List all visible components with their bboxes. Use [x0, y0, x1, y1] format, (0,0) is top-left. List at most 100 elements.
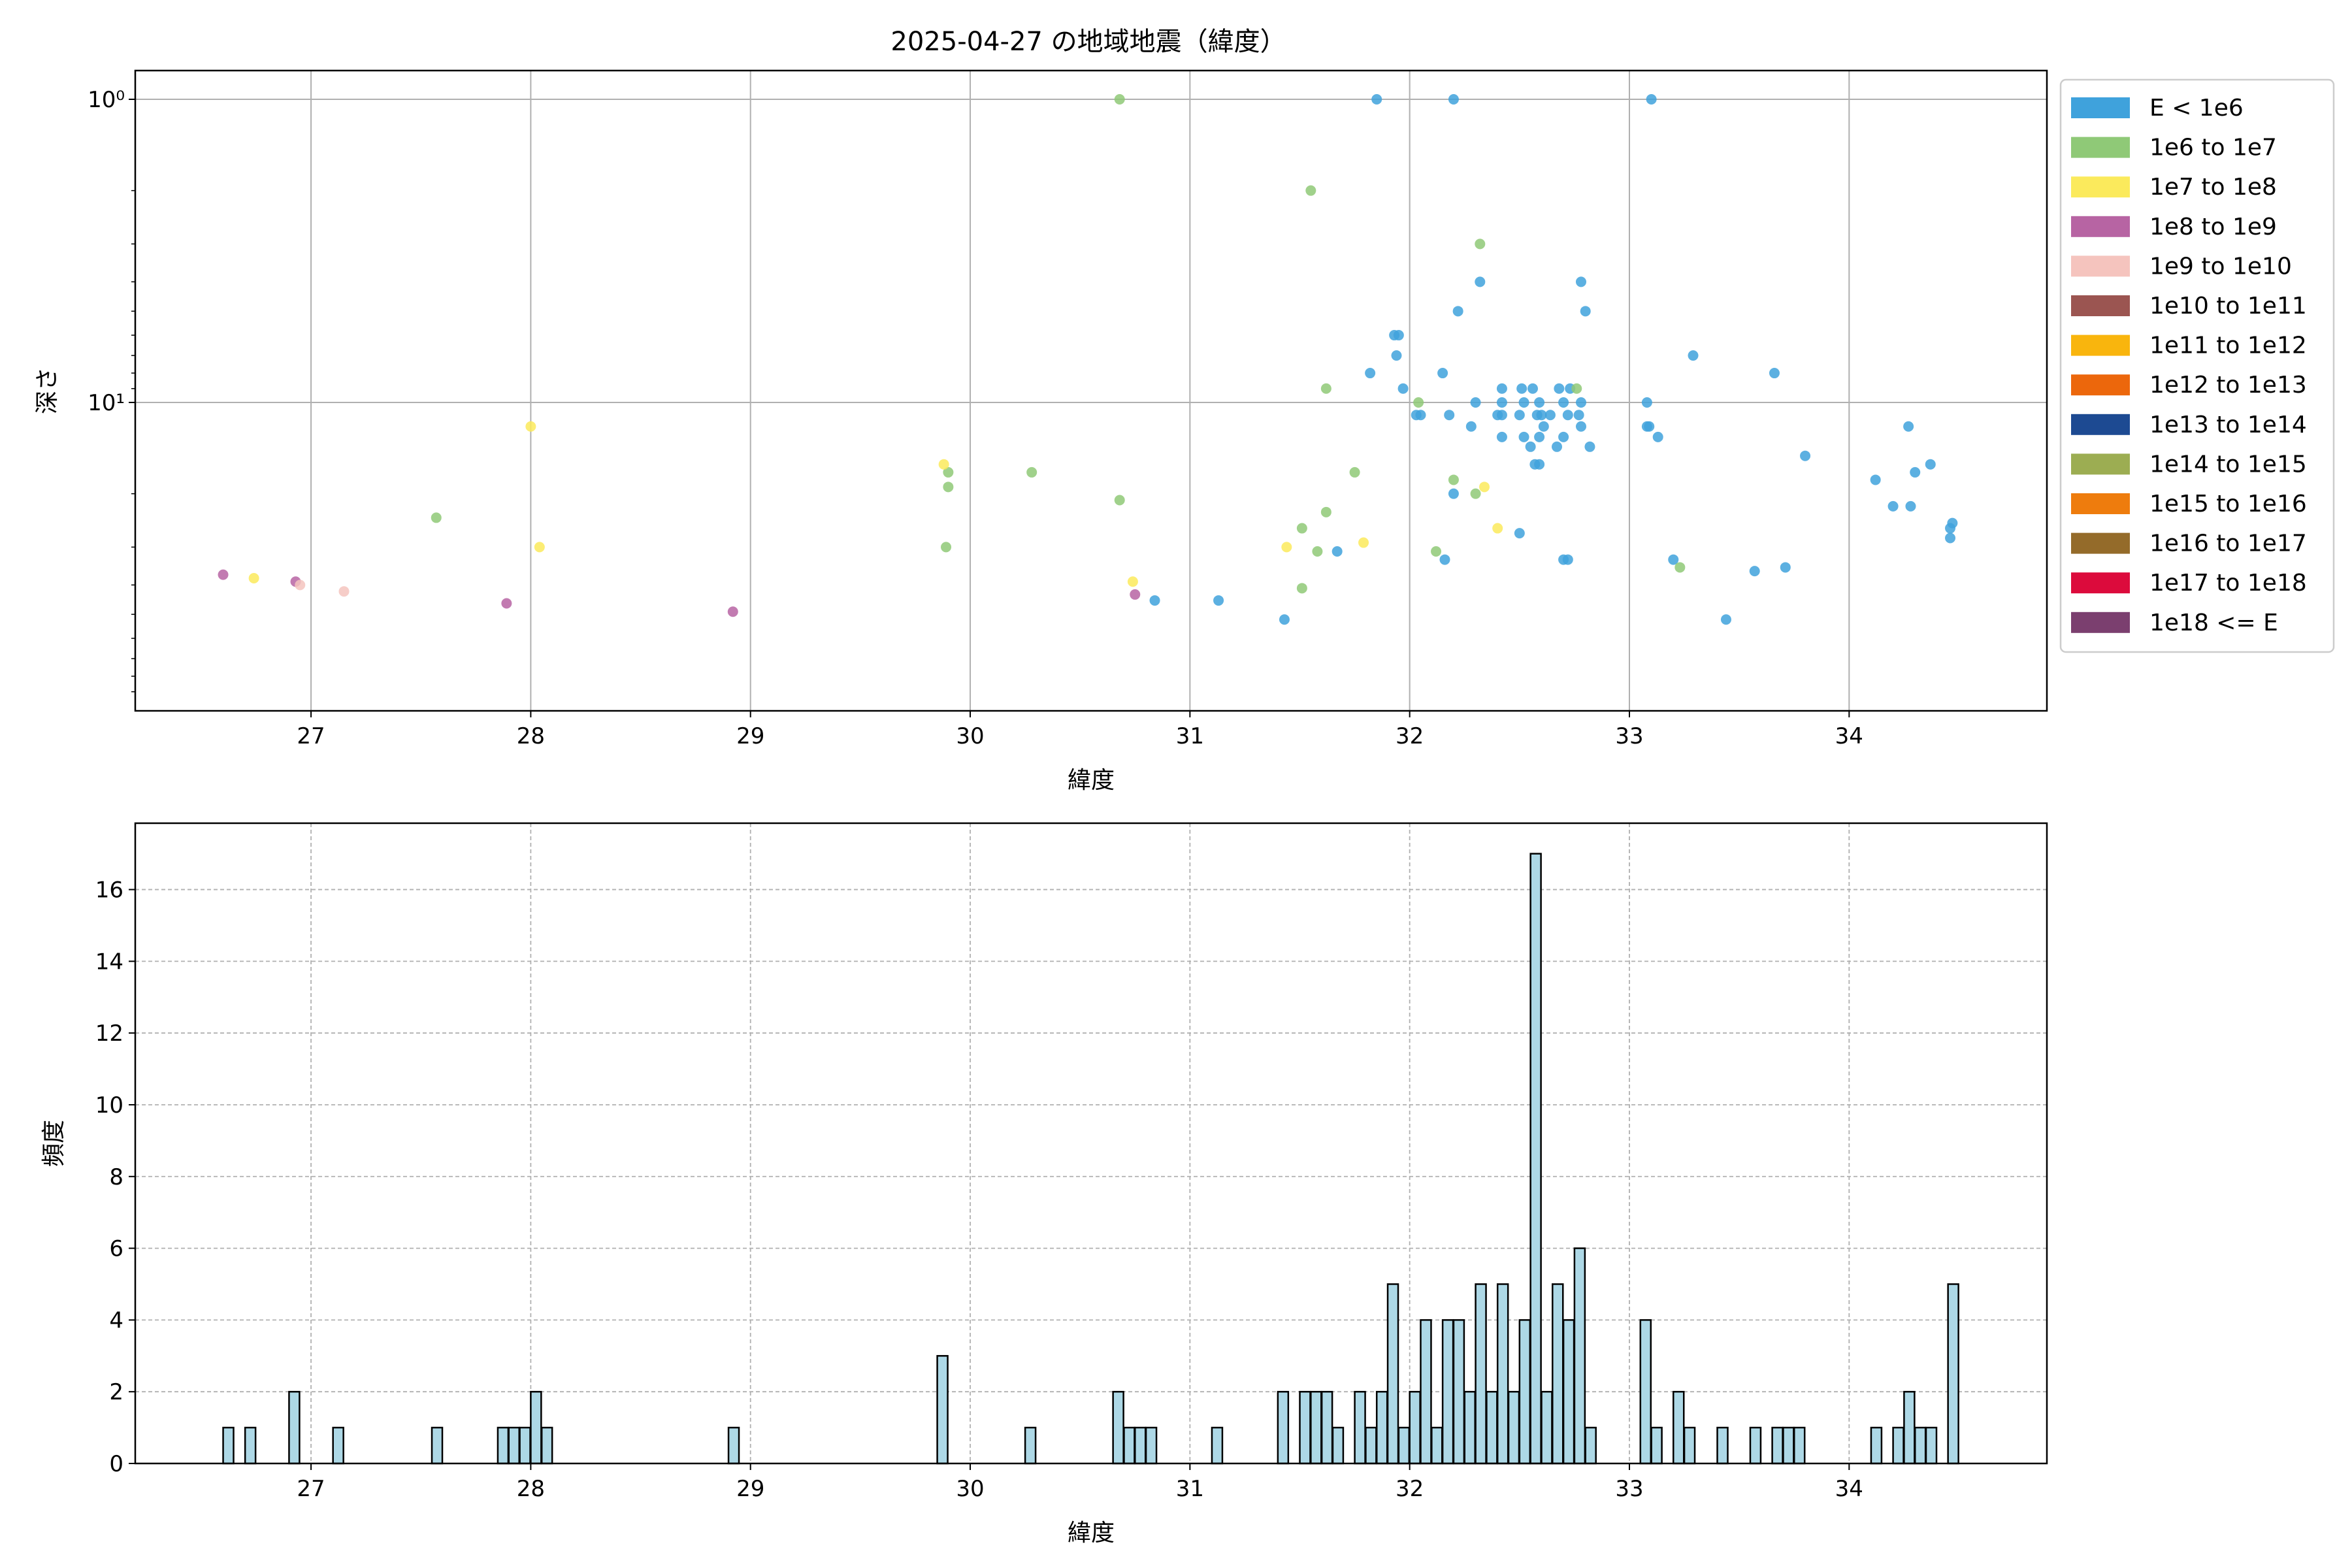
legend: E < 1e6 1e6 to 1e7 1e7 to 1e8 1e8 to 1e9 1e9…	[2059, 78, 2335, 653]
scatter-point	[1026, 466, 1037, 478]
scatter-point	[1496, 383, 1507, 394]
scatter-x-tick-label: 33	[1615, 723, 1643, 749]
histogram-bar	[1650, 1426, 1663, 1465]
histogram-bar	[288, 1390, 301, 1465]
histogram-bar	[1683, 1426, 1696, 1465]
legend-label: 1e9 to 1e10	[2149, 253, 2292, 280]
histogram-bar	[1573, 1247, 1586, 1465]
scatter-point	[1358, 537, 1369, 548]
scatter-point	[1371, 94, 1382, 105]
legend-label: 1e18 <= E	[2149, 610, 2278, 636]
scatter-point	[1641, 397, 1652, 408]
scatter-point	[1870, 474, 1881, 485]
histogram-bar	[1320, 1390, 1333, 1465]
scatter-point	[1573, 410, 1584, 421]
histogram-xlabel: 緯度	[1068, 1520, 1115, 1546]
legend-swatch	[2071, 414, 2130, 435]
histogram-y-tick-label: 4	[109, 1307, 123, 1333]
scatter-point	[1496, 397, 1507, 408]
histogram-axes-frame	[134, 822, 2048, 1465]
histogram-bar	[1870, 1426, 1883, 1465]
scatter-point	[1127, 576, 1138, 587]
histogram-bar	[1331, 1426, 1345, 1465]
legend-swatch	[2071, 216, 2130, 237]
histogram-bar	[1145, 1426, 1158, 1465]
scatter-point	[431, 512, 442, 523]
scatter-grid	[135, 71, 2047, 711]
scatter-panel: 2025-04-27 の地域地震（緯度） 27 28 29 30 31 32 33 34 10…	[34, 27, 2335, 794]
scatter-point	[1213, 595, 1224, 606]
scatter-point	[1448, 94, 1459, 105]
histogram-bar	[1496, 1283, 1509, 1465]
scatter-point	[1448, 474, 1459, 485]
scatter-point	[1552, 441, 1563, 452]
scatter-point	[1910, 466, 1921, 478]
scatter-point	[1331, 546, 1343, 557]
histogram-bar	[1420, 1319, 1432, 1465]
scatter-title: 2025-04-27 の地域地震（緯度）	[890, 27, 1286, 57]
scatter-axes-frame	[134, 69, 2048, 712]
histogram-bar	[1475, 1283, 1487, 1465]
scatter-x-tick-label: 30	[956, 723, 984, 749]
scatter-point	[1800, 450, 1811, 461]
legend-swatch	[2071, 612, 2130, 633]
histogram-x-tick-label: 32	[1396, 1476, 1424, 1502]
scatter-point	[1538, 421, 1549, 432]
scatter-point	[1452, 306, 1463, 317]
scatter-point	[1114, 495, 1125, 506]
scatter-point	[1575, 421, 1586, 432]
histogram-bar	[1749, 1426, 1762, 1465]
histogram-bar	[1211, 1426, 1224, 1465]
histogram-bar	[1507, 1390, 1520, 1465]
histogram-bar	[1562, 1319, 1575, 1465]
scatter-point	[1584, 441, 1595, 452]
histogram-bar	[1914, 1426, 1927, 1465]
histogram-bar	[530, 1390, 542, 1465]
scatter-point	[1558, 397, 1569, 408]
histogram-bar	[540, 1426, 553, 1465]
histogram-bar	[1397, 1426, 1411, 1465]
histogram-ylabel: 頻度	[41, 1120, 67, 1167]
scatter-point	[1575, 397, 1586, 408]
histogram-x-tick-label: 28	[517, 1476, 545, 1502]
scatter-point	[1518, 431, 1529, 442]
scatter-point	[1320, 383, 1331, 394]
scatter-point	[1444, 410, 1455, 421]
legend-swatch	[2071, 255, 2130, 277]
histogram-x-tick-label: 34	[1835, 1476, 1863, 1502]
scatter-point	[1646, 94, 1657, 105]
scatter-point	[1562, 410, 1573, 421]
scatter-point	[1448, 488, 1459, 499]
scatter-point	[1479, 482, 1490, 493]
scatter-point	[1465, 421, 1477, 432]
histogram-bar	[431, 1426, 444, 1465]
histogram-bar	[1386, 1283, 1399, 1465]
histogram-bars	[222, 853, 1959, 1465]
legend-label: E < 1e6	[2149, 95, 2244, 122]
histogram-bar	[1782, 1426, 1795, 1465]
scatter-point	[1516, 383, 1527, 394]
histogram-y-tick-label: 16	[95, 877, 123, 904]
scatter-point	[943, 466, 954, 478]
scatter-point	[1437, 368, 1448, 379]
histogram-bar	[1354, 1390, 1366, 1465]
histogram-bar	[1552, 1283, 1564, 1465]
scatter-point	[1496, 431, 1507, 442]
histogram-bar	[727, 1426, 740, 1465]
histogram-bar	[244, 1426, 257, 1465]
histogram-bar	[332, 1426, 344, 1465]
legend-label: 1e13 to 1e14	[2149, 412, 2307, 438]
scatter-point	[1475, 238, 1486, 250]
histogram-y-tick-label: 6	[109, 1236, 123, 1262]
histogram-bar	[1771, 1426, 1784, 1465]
histogram-bar	[1409, 1390, 1421, 1465]
histogram-y-tick-label: 12	[95, 1021, 123, 1047]
scatter-point	[1674, 562, 1686, 573]
scatter-point	[1925, 459, 1936, 470]
scatter-point	[1514, 528, 1525, 539]
legend-label: 1e10 to 1e11	[2149, 293, 2307, 319]
histogram-bar	[1793, 1426, 1806, 1465]
legend-items: E < 1e6 1e6 to 1e7 1e7 to 1e8 1e8 to 1e9 1e9…	[2071, 95, 2307, 636]
scatter-point	[1534, 459, 1545, 470]
legend-swatch	[2071, 532, 2130, 554]
